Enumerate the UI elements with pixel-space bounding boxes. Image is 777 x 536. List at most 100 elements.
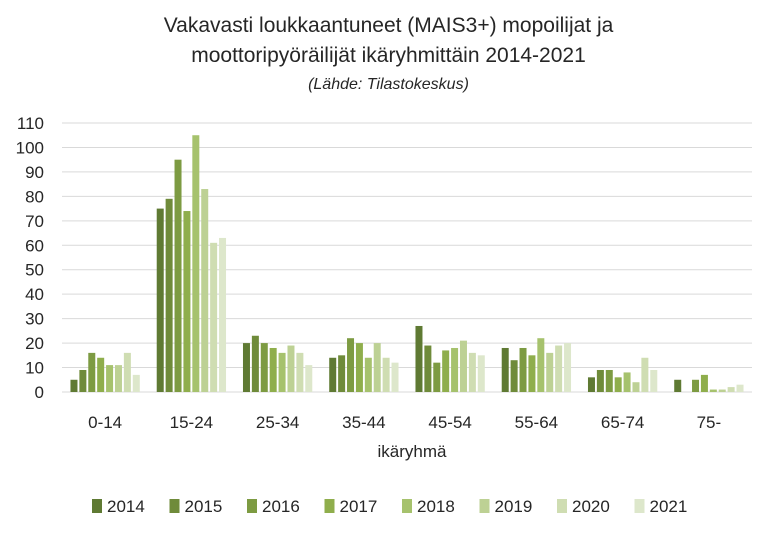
bar: [528, 355, 536, 392]
bar: [165, 198, 173, 392]
bar: [501, 347, 509, 392]
bar: [260, 343, 268, 392]
bar: [605, 369, 613, 392]
legend-label: 2018: [417, 497, 455, 516]
x-tick-label: 25-34: [256, 413, 299, 432]
x-tick-label: 0-14: [88, 413, 122, 432]
x-tick-label: 55-64: [515, 413, 558, 432]
y-tick-label: 20: [25, 334, 44, 353]
bar: [338, 355, 346, 392]
bar: [614, 377, 622, 392]
bar: [596, 369, 604, 392]
bar: [382, 357, 390, 392]
bar: [674, 379, 682, 392]
bar: [97, 357, 105, 392]
bar: [278, 352, 286, 392]
legend-swatch: [92, 499, 102, 513]
bar: [287, 345, 295, 392]
bar: [718, 389, 726, 392]
x-tick-label: 75-: [697, 413, 722, 432]
y-tick-label: 70: [25, 212, 44, 231]
legend-swatch: [402, 499, 412, 513]
bar: [468, 352, 476, 392]
bar: [546, 352, 554, 392]
bar: [106, 365, 114, 392]
y-tick-label: 40: [25, 285, 44, 304]
x-tick-label: 35-44: [342, 413, 385, 432]
bar: [156, 208, 164, 392]
bar: [123, 352, 131, 392]
bar: [451, 347, 459, 392]
bar: [415, 325, 423, 392]
bar: [700, 374, 708, 392]
bar: [269, 347, 277, 392]
bar: [641, 357, 649, 392]
bar: [632, 382, 640, 392]
legend-swatch: [247, 499, 257, 513]
bar: [537, 338, 545, 392]
bar: [242, 343, 250, 392]
bar: [70, 379, 78, 392]
bar: [587, 377, 595, 392]
bar: [183, 211, 191, 392]
bar: [510, 360, 518, 392]
bar: [709, 389, 717, 392]
bar: [555, 345, 563, 392]
bar: [736, 384, 744, 392]
bar: [329, 357, 337, 392]
bar: [192, 135, 200, 392]
bar: [114, 365, 122, 392]
bar: [210, 242, 218, 392]
bar: [88, 352, 96, 392]
y-tick-label: 30: [25, 310, 44, 329]
bar: [296, 352, 304, 392]
bar: [391, 362, 399, 392]
x-axis-title: ikäryhmä: [378, 442, 448, 461]
legend-label: 2015: [185, 497, 223, 516]
bar: [305, 365, 313, 392]
legend-label: 2017: [340, 497, 378, 516]
bar: [692, 379, 700, 392]
legend-label: 2014: [107, 497, 145, 516]
bar: [373, 343, 381, 392]
y-tick-label: 0: [35, 383, 44, 402]
legend-swatch: [557, 499, 567, 513]
bar: [347, 338, 355, 392]
bar: [424, 345, 432, 392]
y-tick-label: 60: [25, 236, 44, 255]
y-tick-label: 110: [17, 114, 44, 133]
chart-title-line2: moottoripyöräilijät ikäryhmittäin 2014-2…: [191, 44, 586, 67]
chart-subtitle: (Lähde: Tilastokeskus): [308, 76, 469, 93]
x-tick-label: 15-24: [170, 413, 213, 432]
legend-label: 2021: [650, 497, 688, 516]
legend-label: 2020: [572, 497, 610, 516]
bar: [623, 372, 631, 392]
bar: [727, 387, 735, 392]
bar: [355, 343, 363, 392]
legend-label: 2016: [262, 497, 300, 516]
y-tick-label: 90: [25, 163, 44, 182]
bar: [442, 350, 450, 392]
chart-title-line1: Vakavasti loukkaantuneet (MAIS3+) mopoil…: [163, 14, 614, 37]
legend-swatch: [169, 499, 180, 513]
y-tick-label: 100: [16, 138, 44, 157]
legend-swatch: [634, 499, 645, 513]
bar: [519, 347, 527, 392]
bar: [650, 369, 658, 392]
bar: [564, 343, 572, 392]
bar: [433, 362, 441, 392]
bar: [459, 340, 467, 392]
bar: [251, 335, 259, 392]
bar: [79, 369, 87, 392]
legend-swatch: [479, 499, 490, 513]
x-tick-label: 65-74: [601, 413, 644, 432]
bar: [174, 159, 182, 392]
bar: [219, 237, 227, 392]
bar: [201, 189, 209, 392]
bar: [477, 355, 485, 392]
y-tick-label: 10: [25, 359, 44, 378]
legend-swatch: [324, 499, 335, 513]
legend-label: 2019: [495, 497, 533, 516]
